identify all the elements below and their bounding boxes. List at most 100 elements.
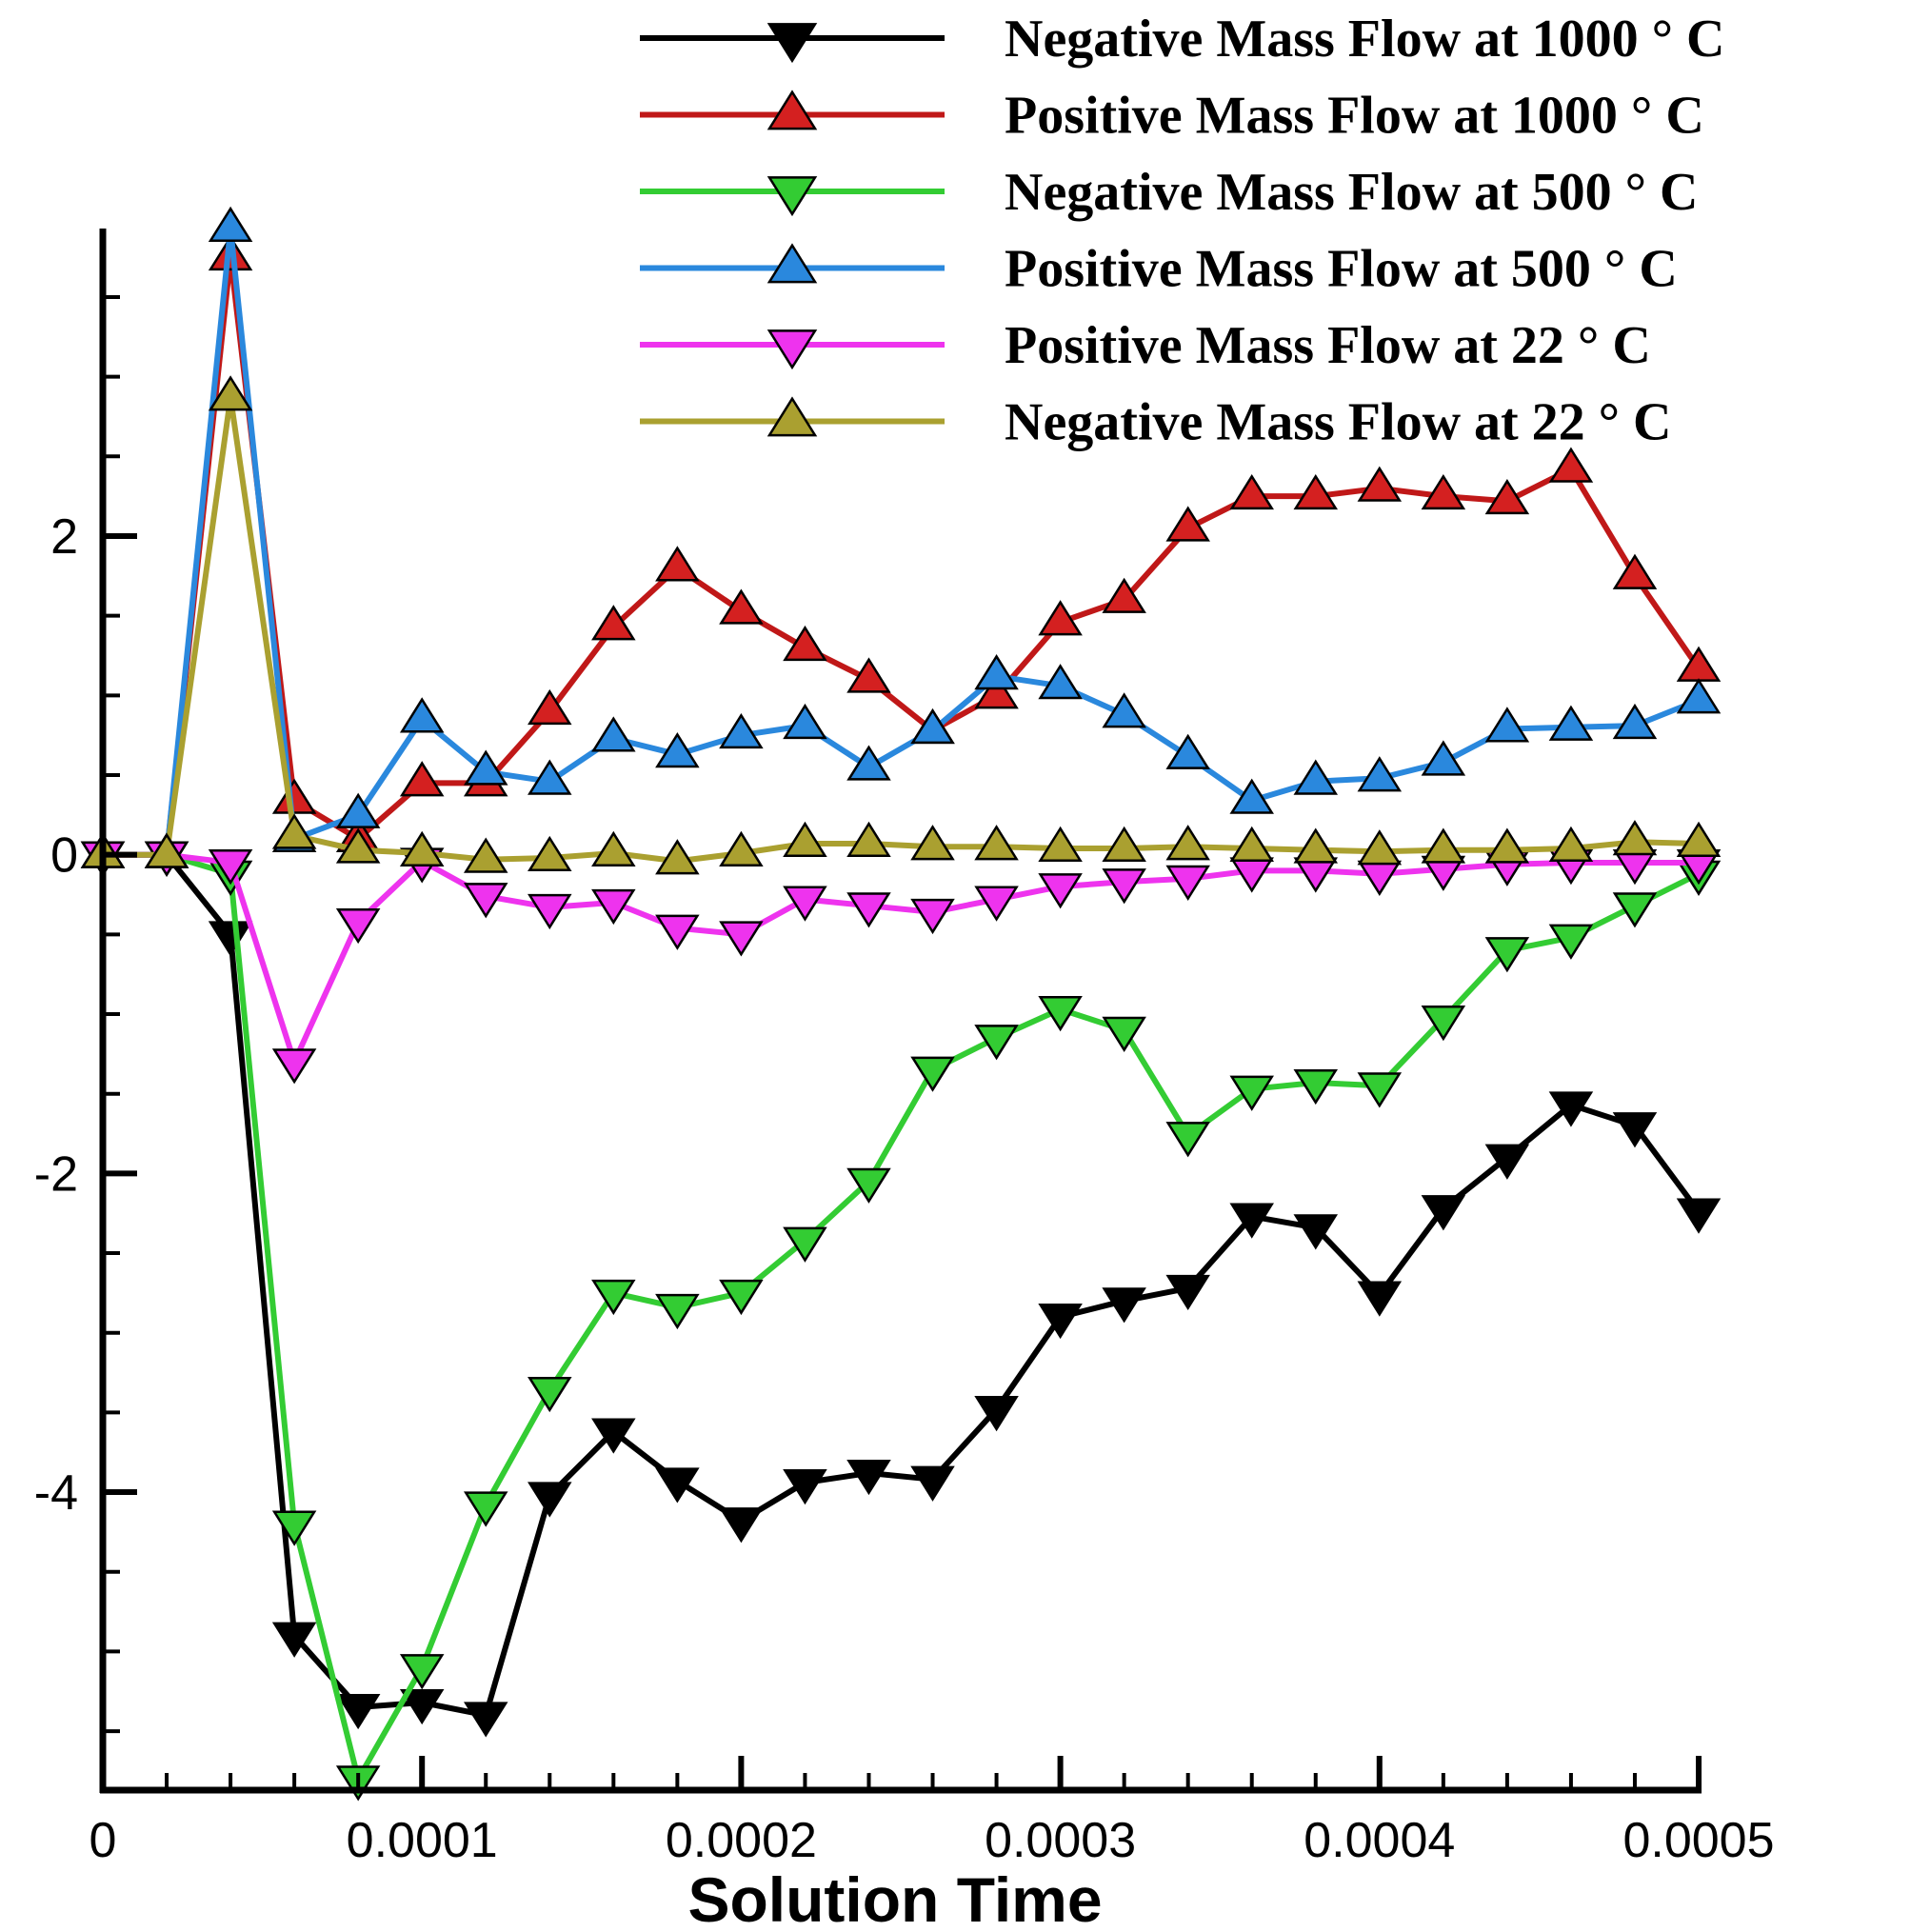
data-point — [1038, 664, 1083, 700]
data-point — [399, 1688, 445, 1725]
data-point — [846, 1459, 891, 1496]
legend: Negative Mass Flow at 1000 ° C Positive M… — [640, 10, 1725, 452]
data-point — [1676, 1198, 1722, 1234]
data-point — [846, 657, 891, 693]
data-point — [528, 688, 572, 726]
data-point — [974, 654, 1019, 690]
data-point — [208, 206, 253, 243]
data-point — [1038, 995, 1083, 1032]
data-point — [1165, 506, 1210, 542]
data-point — [591, 605, 636, 641]
data-point — [399, 761, 445, 797]
series-positive-mass-flow-at-22-c — [80, 841, 1722, 1085]
data-point — [1102, 1016, 1146, 1052]
data-point — [463, 749, 508, 786]
data-point — [846, 892, 891, 928]
data-point — [1357, 860, 1403, 896]
data-point — [719, 921, 764, 957]
data-point — [974, 673, 1019, 709]
data-point — [1357, 466, 1403, 502]
data-point — [399, 697, 445, 733]
data-point — [208, 921, 253, 957]
x-tick-label: 0.0005 — [1622, 1813, 1774, 1868]
x-tick-label: 0.0001 — [347, 1813, 498, 1868]
data-point — [655, 1467, 700, 1504]
data-point — [719, 712, 764, 749]
data-point — [1421, 1195, 1466, 1231]
data-point — [1165, 1122, 1210, 1158]
series-negative-mass-flow-at-500-c — [80, 841, 1722, 1802]
data-point — [591, 888, 636, 926]
data-point — [1548, 924, 1594, 960]
data-point — [846, 821, 891, 857]
y-tick-label: -4 — [34, 1465, 78, 1521]
data-point — [335, 1693, 381, 1730]
data-point — [974, 825, 1019, 861]
data-point — [1229, 778, 1274, 814]
data-point — [1165, 825, 1210, 861]
data-point — [1421, 740, 1466, 776]
data-point — [1293, 759, 1339, 795]
data-point — [783, 886, 827, 922]
legend-label: Negative Mass Flow at 500 ° C — [1005, 163, 1699, 222]
legend-label: Negative Mass Flow at 1000 ° C — [1005, 10, 1725, 69]
data-point — [463, 1702, 508, 1738]
data-point — [1548, 705, 1594, 741]
data-point — [910, 1056, 955, 1092]
data-point — [655, 546, 700, 582]
data-point — [1676, 646, 1722, 682]
series-positive-mass-flow-at-1000-c — [80, 234, 1722, 868]
data-point — [719, 1507, 764, 1544]
data-point — [1229, 1203, 1274, 1239]
data-point — [655, 839, 700, 875]
legend-marker — [766, 243, 818, 284]
data-point — [528, 893, 572, 930]
data-point — [783, 821, 827, 857]
data-point — [846, 745, 891, 781]
data-point — [655, 732, 700, 768]
data-point — [1038, 826, 1083, 862]
x-tick-label: 0.0002 — [666, 1813, 817, 1868]
series-layer — [80, 206, 1722, 1802]
data-point — [1165, 865, 1210, 901]
data-point — [1102, 577, 1146, 613]
legend-item-positive-mass-flow-at-22-c: Positive Mass Flow at 22 ° C — [640, 316, 1651, 375]
data-point — [271, 813, 317, 849]
data-point — [591, 1418, 636, 1454]
data-point — [399, 1654, 445, 1690]
legend-label: Positive Mass Flow at 500 ° C — [1005, 240, 1678, 299]
data-point — [528, 1482, 572, 1518]
y-tick-label: 0 — [50, 828, 78, 884]
data-point — [1357, 1281, 1403, 1317]
data-point — [1165, 733, 1210, 769]
data-point — [655, 1293, 700, 1330]
data-point — [399, 830, 445, 867]
data-point — [1357, 1072, 1403, 1108]
data-point — [335, 827, 381, 864]
series-positive-mass-flow-at-500-c — [80, 206, 1722, 868]
data-point — [1421, 827, 1466, 864]
data-point — [1612, 703, 1658, 740]
data-point — [1102, 1287, 1146, 1324]
x-axis-title: Solution Time — [687, 1864, 1102, 1932]
data-point — [1676, 821, 1722, 857]
data-point — [719, 588, 764, 625]
data-point — [1357, 756, 1403, 792]
series-negative-mass-flow-at-22-c — [80, 375, 1722, 875]
data-point — [1293, 857, 1339, 893]
data-point — [1484, 707, 1530, 743]
data-point — [144, 832, 189, 868]
data-point — [974, 1025, 1019, 1061]
legend-item-positive-mass-flow-at-500-c: Positive Mass Flow at 500 ° C — [640, 240, 1678, 299]
data-point — [528, 835, 572, 872]
data-point — [974, 1396, 1019, 1432]
series-line-negative-mass-flow-at-22-c — [100, 394, 1702, 865]
data-point — [591, 716, 636, 752]
legend-item-negative-mass-flow-at-22-c: Negative Mass Flow at 22 ° C — [640, 393, 1672, 452]
data-point — [335, 907, 381, 945]
data-point — [1484, 478, 1530, 515]
data-point — [655, 914, 700, 950]
data-point — [1038, 873, 1083, 909]
